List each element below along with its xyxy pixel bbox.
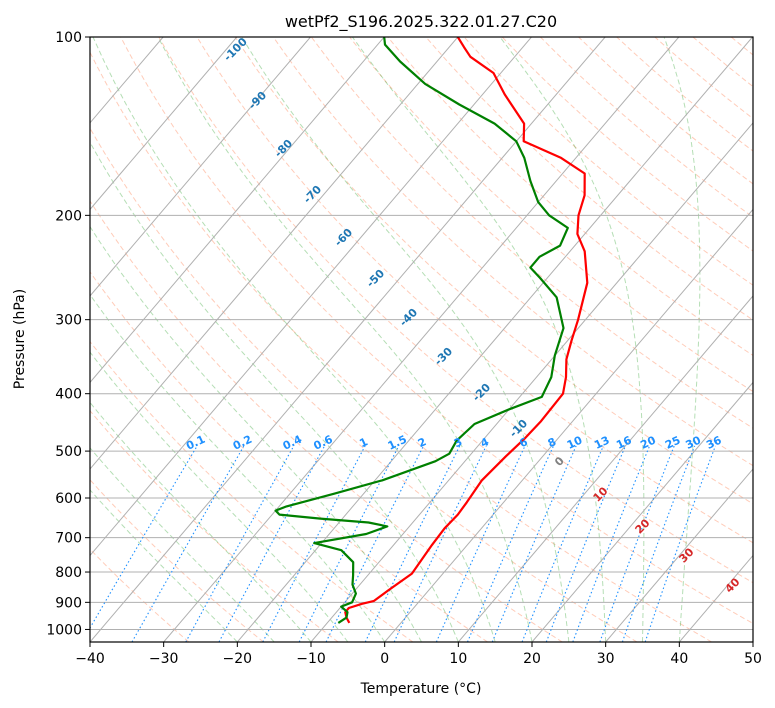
temperature-line: [344, 37, 589, 624]
x-tick-label: 30: [597, 651, 615, 667]
x-axis-label: Temperature (°C): [360, 681, 482, 697]
x-axis: −40 −30 −20 −10 0 10 20 30 40 50: [75, 642, 762, 667]
x-tick-label: −30: [149, 651, 179, 667]
isotherm: [90, 37, 238, 211]
mixing-ratio-label: 36: [704, 433, 724, 451]
mixing-ratio-line: [298, 445, 400, 642]
y-tick-label: 600: [55, 491, 82, 507]
x-tick-label: 40: [670, 651, 688, 667]
y-tick-label: 200: [55, 208, 82, 224]
mixing-ratio-line: [521, 445, 604, 642]
mixing-ratio-line: [599, 445, 675, 642]
moist-adiabat: [90, 489, 238, 642]
y-axis-label: Pressure (hPa): [12, 289, 28, 389]
dry-adiabat: [616, 37, 753, 152]
isotherm: [90, 37, 385, 384]
mixing-ratio-line: [90, 445, 198, 629]
x-tick-label: −40: [75, 651, 105, 667]
mixing-ratio-line: [572, 445, 651, 642]
moist-adiabat: [241, 37, 570, 642]
mixing-ratio-label: 13: [592, 434, 611, 452]
isotherm: [90, 37, 532, 557]
x-tick-label: −10: [296, 651, 326, 667]
background-lines: [90, 37, 753, 642]
isotherm: [531, 381, 753, 642]
y-tick-label: 700: [55, 531, 82, 547]
mixing-ratio-line: [325, 445, 424, 642]
isotherm: [605, 468, 753, 642]
plot-frame: [89, 36, 754, 643]
moist-adiabat: [90, 225, 422, 642]
dry-adiabat: [120, 37, 753, 625]
mixing-ratio-line: [131, 445, 245, 642]
x-tick-label: 20: [523, 651, 541, 667]
dewpoint-line: [274, 37, 569, 624]
mixing-ratio-label: 10: [565, 433, 585, 451]
moist-adiabat: [90, 351, 349, 642]
moist-adiabat: [663, 37, 701, 642]
data-series: [274, 37, 589, 624]
dry-adiabat: [90, 127, 638, 642]
x-tick-label: 10: [449, 651, 467, 667]
moist-adiabat: [90, 293, 386, 642]
moist-adiabat: [499, 37, 645, 642]
dry-adiabat: [90, 340, 414, 642]
mixing-ratio-label: 25: [663, 434, 682, 452]
y-tick-label: 100: [55, 30, 82, 46]
isotherm: [90, 37, 311, 297]
moist-adiabat: [90, 141, 459, 642]
dry-adiabat: [425, 37, 753, 321]
dry-adiabat: [272, 37, 753, 467]
x-tick-label: 0: [380, 651, 389, 667]
dry-adiabat: [501, 37, 753, 252]
isotherm: [90, 37, 606, 642]
dry-adiabat: [349, 37, 753, 393]
y-tick-label: 1000: [46, 622, 82, 638]
moist-adiabat: [351, 37, 607, 642]
y-tick-label: 900: [55, 595, 82, 611]
mixing-ratio-line: [364, 445, 461, 642]
dry-adiabat: [310, 37, 753, 429]
isotherm: [90, 37, 459, 470]
dry-adiabat: [90, 51, 712, 642]
mixing-ratio-label: 30: [684, 433, 704, 451]
dry-adiabat: [90, 479, 264, 642]
dry-adiabat: [90, 200, 563, 642]
isotherm: [457, 295, 753, 642]
mixing-ratio-label: 20: [638, 433, 658, 451]
y-tick-label: 500: [55, 444, 82, 460]
mixing-ratio-line: [393, 445, 487, 642]
y-tick-label: 400: [55, 387, 82, 403]
dry-adiabat: [158, 37, 753, 584]
moist-adiabat: [157, 37, 533, 642]
mixing-ratio-line: [262, 445, 366, 642]
isotherm: [384, 208, 753, 642]
y-axis: 100 200 300 400 500 600 700 800 900 1000: [46, 30, 90, 638]
dry-adiabat: [578, 37, 753, 185]
mixing-ratio-line: [621, 445, 696, 642]
mixing-ratio-line: [545, 445, 627, 642]
y-tick-label: 300: [55, 313, 82, 329]
chart-title: wetPf2_S196.2025.322.01.27.C20: [285, 12, 557, 32]
mixing-ratio-label: 16: [614, 433, 634, 451]
mixing-ratio-line: [185, 445, 295, 642]
mixing-ratio-line: [218, 445, 326, 642]
mixing-ratio-line: [644, 445, 716, 642]
isotherm: [163, 37, 680, 642]
y-tick-label: 800: [55, 565, 82, 581]
isotherm: [310, 122, 753, 642]
dry-adiabat: [196, 37, 753, 544]
dry-adiabat: [387, 37, 753, 357]
x-tick-label: 50: [744, 651, 762, 667]
moist-adiabat: [90, 447, 275, 642]
x-tick-label: −20: [223, 651, 253, 667]
